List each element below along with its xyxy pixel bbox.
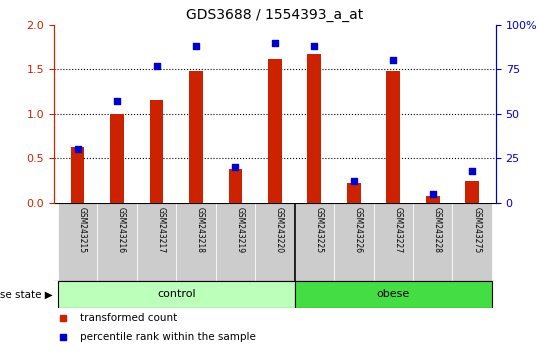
Bar bbox=[386, 71, 400, 203]
Bar bbox=[465, 181, 479, 203]
Text: GSM243226: GSM243226 bbox=[354, 207, 363, 253]
Point bbox=[192, 43, 201, 49]
Text: disease state ▶: disease state ▶ bbox=[0, 290, 53, 299]
Bar bbox=[374, 203, 413, 281]
Text: GSM243227: GSM243227 bbox=[393, 207, 402, 253]
Point bbox=[58, 334, 67, 340]
Text: GSM243216: GSM243216 bbox=[117, 207, 126, 253]
Text: GSM243275: GSM243275 bbox=[472, 207, 481, 253]
Text: obese: obese bbox=[377, 290, 410, 299]
Text: GSM243219: GSM243219 bbox=[236, 207, 244, 253]
Bar bbox=[295, 281, 492, 308]
Bar bbox=[110, 114, 124, 203]
Bar bbox=[334, 203, 374, 281]
Bar bbox=[426, 196, 440, 203]
Bar bbox=[71, 147, 85, 203]
Text: GSM243228: GSM243228 bbox=[433, 207, 442, 253]
Bar bbox=[255, 203, 295, 281]
Point bbox=[468, 168, 476, 173]
Text: control: control bbox=[157, 290, 196, 299]
Bar bbox=[98, 203, 137, 281]
Bar bbox=[268, 59, 282, 203]
Point bbox=[152, 63, 161, 69]
Text: GSM243217: GSM243217 bbox=[156, 207, 165, 253]
Bar bbox=[307, 54, 321, 203]
Bar bbox=[295, 203, 334, 281]
Point bbox=[73, 147, 82, 152]
Text: transformed count: transformed count bbox=[80, 313, 178, 322]
Bar bbox=[58, 281, 295, 308]
Bar bbox=[347, 183, 361, 203]
Bar bbox=[58, 203, 98, 281]
Point bbox=[310, 43, 319, 49]
Title: GDS3688 / 1554393_a_at: GDS3688 / 1554393_a_at bbox=[186, 8, 363, 22]
Point bbox=[389, 58, 398, 63]
Point bbox=[231, 164, 240, 170]
Text: GSM243218: GSM243218 bbox=[196, 207, 205, 253]
Point bbox=[349, 178, 358, 184]
Bar bbox=[137, 203, 176, 281]
Text: GSM243220: GSM243220 bbox=[275, 207, 284, 253]
Point bbox=[58, 315, 67, 320]
Point bbox=[271, 40, 279, 45]
Point bbox=[429, 191, 437, 197]
Bar bbox=[150, 101, 163, 203]
Bar bbox=[216, 203, 255, 281]
Text: percentile rank within the sample: percentile rank within the sample bbox=[80, 332, 256, 342]
Bar bbox=[189, 71, 203, 203]
Bar bbox=[229, 169, 243, 203]
Bar bbox=[452, 203, 492, 281]
Bar bbox=[176, 203, 216, 281]
Bar bbox=[413, 203, 452, 281]
Text: GSM243225: GSM243225 bbox=[314, 207, 323, 253]
Point bbox=[113, 98, 121, 104]
Text: GSM243215: GSM243215 bbox=[78, 207, 87, 253]
